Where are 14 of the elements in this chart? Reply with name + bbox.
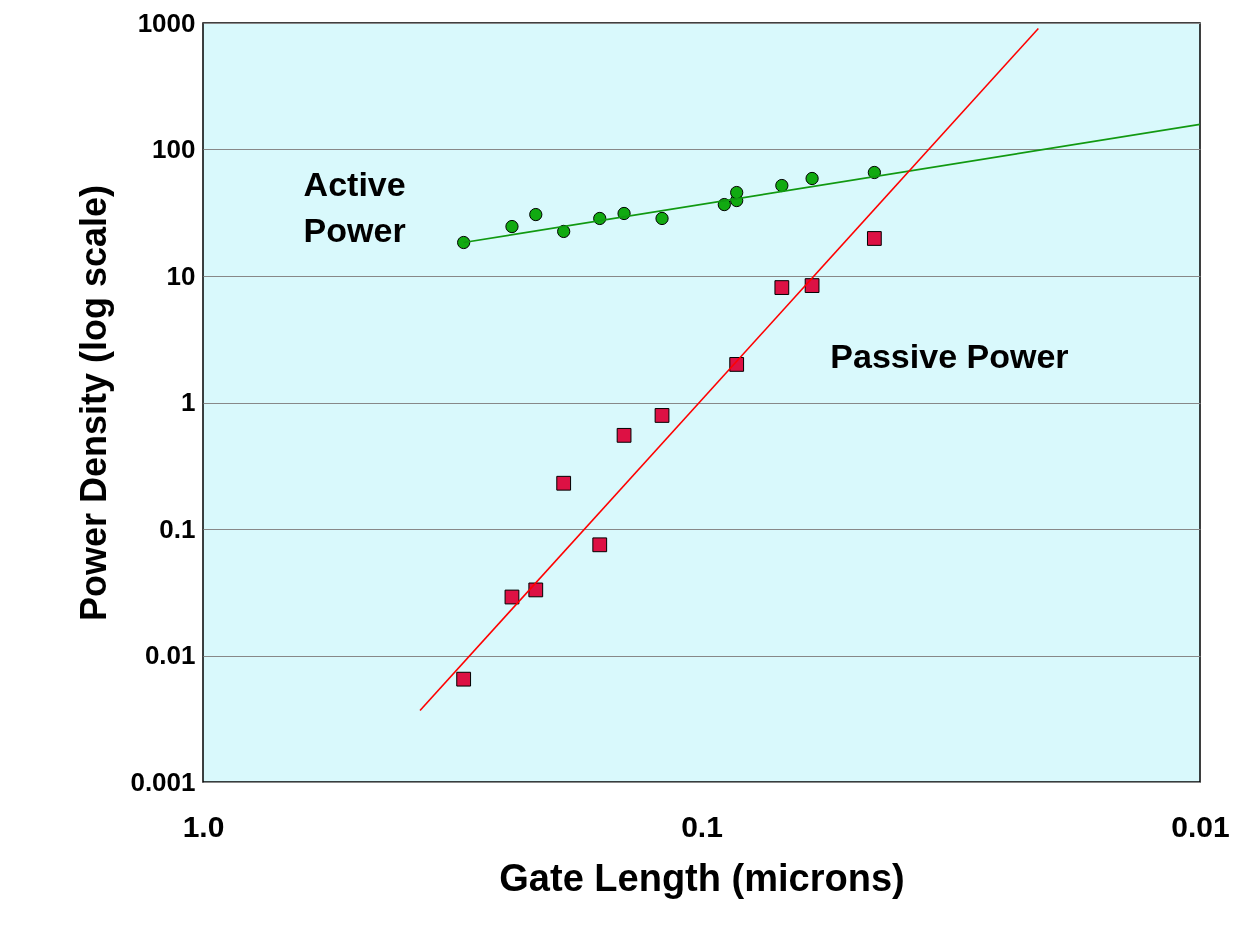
x-tick-label: 0.1 bbox=[681, 809, 723, 843]
y-tick-label: 1000 bbox=[137, 7, 196, 38]
series-label: Passive Power bbox=[830, 337, 1069, 376]
y-tick-label: 0.01 bbox=[144, 640, 196, 670]
x-axis-title: Gate Length (microns) bbox=[499, 856, 905, 899]
x-tick-label: 1.0 bbox=[182, 809, 225, 843]
y-tick-label: 0.1 bbox=[159, 513, 196, 544]
y-tick-label: 100 bbox=[152, 134, 196, 164]
y-axis-title: Power Density (log scale) bbox=[73, 184, 115, 622]
x-tick-label: 0.01 bbox=[1171, 809, 1230, 843]
series-label: Active Power bbox=[303, 164, 406, 249]
y-tick-label: 10 bbox=[166, 260, 196, 291]
y-tick-label: 1 bbox=[181, 387, 196, 417]
y-tick-label: 0.001 bbox=[130, 766, 196, 797]
